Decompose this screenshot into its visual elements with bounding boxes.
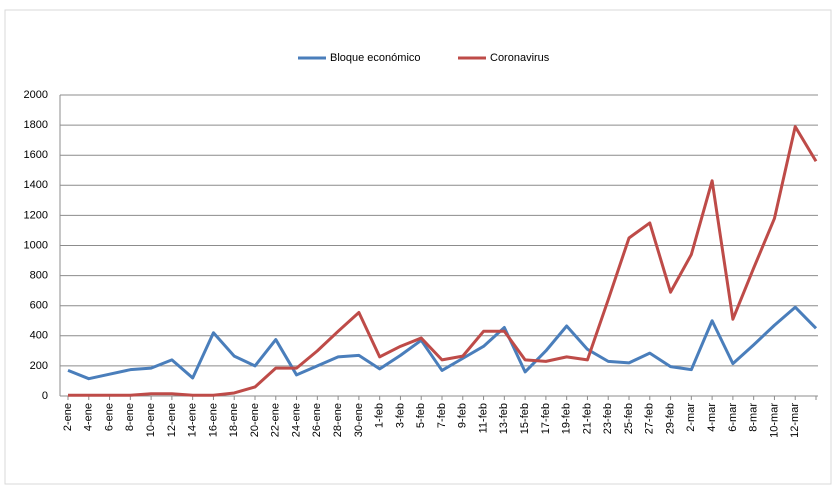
x-tick-label: 16-ene <box>207 403 219 437</box>
x-tick-label: 29-feb <box>664 403 676 434</box>
y-tick-label: 800 <box>30 270 48 282</box>
x-tick-label: 4-mar <box>706 403 718 432</box>
x-tick-label: 17-feb <box>540 403 552 434</box>
x-tick-label: 30-ene <box>353 403 365 437</box>
x-tick-label: 25-feb <box>623 403 635 434</box>
x-tick-label: 19-feb <box>561 403 573 434</box>
y-tick-label: 600 <box>30 300 48 312</box>
x-tick-label: 2-mar <box>685 403 697 432</box>
x-tick-label: 13-feb <box>498 403 510 434</box>
x-tick-label: 8-ene <box>124 403 136 431</box>
x-tick-label: 1-feb <box>374 403 386 428</box>
x-tick-label: 8-mar <box>748 403 760 432</box>
x-tick-label: 20-ene <box>249 403 261 437</box>
y-tick-label: 1200 <box>24 209 48 221</box>
line-series <box>67 305 818 381</box>
x-tick-label: 4-ene <box>83 403 95 431</box>
x-tick-label: 11-feb <box>477 403 489 433</box>
x-tick-label: 3-feb <box>394 403 406 428</box>
x-tick-label: 9-feb <box>457 403 469 428</box>
x-tick-label: 12-ene <box>166 403 178 437</box>
y-tick-label: 1400 <box>24 179 48 191</box>
y-tick-label: 200 <box>30 360 48 372</box>
x-tick-label: 14-ene <box>187 403 199 437</box>
y-tick-label: 400 <box>30 330 48 342</box>
x-tick-label: 27-feb <box>644 403 656 434</box>
x-tick-label: 28-ene <box>332 403 344 437</box>
x-tick-label: 22-ene <box>270 403 282 437</box>
x-tick-label: 7-feb <box>436 403 448 428</box>
line-series <box>68 125 818 397</box>
y-tick-label: 1600 <box>24 149 48 161</box>
x-tick-label: 12-mar <box>789 403 801 438</box>
y-tick-label: 1800 <box>24 119 48 131</box>
legend-label: Coronavirus <box>490 52 550 64</box>
x-tick-label: 15-feb <box>519 403 531 434</box>
x-tick-label: 10-mar <box>768 403 780 438</box>
x-tick-label: 24-ene <box>290 403 302 437</box>
x-tick-label: 6-mar <box>727 403 739 432</box>
x-tick-label: 18-ene <box>228 403 240 437</box>
x-tick-label: 5-feb <box>415 403 427 428</box>
y-tick-label: 0 <box>42 390 48 402</box>
x-tick-label: 21-feb <box>581 403 593 434</box>
y-tick-label: 2000 <box>24 89 48 101</box>
x-tick-label: 6-ene <box>103 403 115 431</box>
x-tick-label: 26-ene <box>311 403 323 437</box>
x-tick-label: 23-feb <box>602 403 614 434</box>
x-tick-label: 10-ene <box>145 403 157 437</box>
y-tick-label: 1000 <box>24 239 48 251</box>
x-tick-label: 2-ene <box>62 403 74 431</box>
legend-label: Bloque económico <box>330 52 421 64</box>
